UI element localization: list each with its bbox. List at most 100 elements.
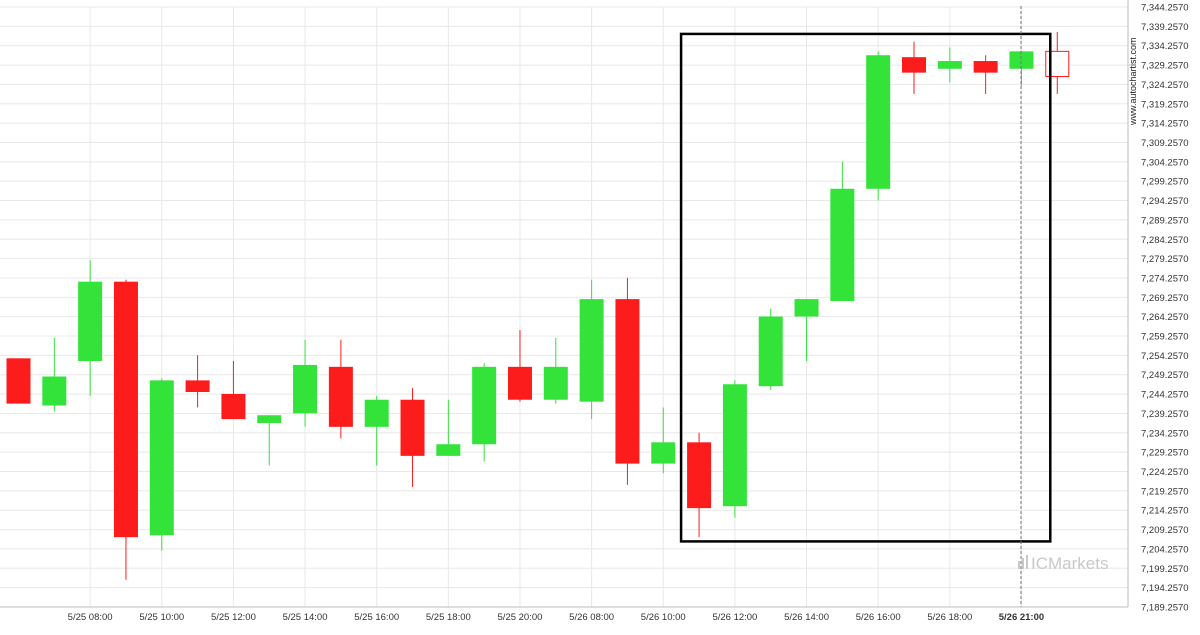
x-tick-label: 5/25 08:00 — [68, 612, 113, 623]
candle — [866, 51, 891, 201]
y-tick-label: 7,329.2570 — [1141, 61, 1189, 72]
candle-body — [149, 380, 174, 536]
y-tick-label: 7,269.2570 — [1141, 293, 1189, 304]
y-tick-label: 7,299.2570 — [1141, 177, 1189, 188]
candle — [615, 277, 640, 485]
candle — [722, 380, 747, 518]
candle-body — [328, 366, 353, 427]
y-tick-label: 7,334.2570 — [1141, 41, 1189, 52]
y-tick-label: 7,304.2570 — [1141, 157, 1189, 168]
candle-body — [185, 380, 210, 392]
overlays — [679, 6, 1052, 607]
candle-body — [902, 57, 926, 73]
candle-body — [293, 364, 318, 414]
y-tick-label: 7,204.2570 — [1141, 544, 1189, 555]
candle — [42, 337, 67, 412]
x-tick-label: 5/26 18:00 — [927, 612, 972, 623]
y-tick-label: 7,199.2570 — [1141, 564, 1189, 575]
x-tick-label: 5/25 18:00 — [426, 612, 471, 623]
candle-body — [794, 299, 819, 317]
candle-body — [42, 376, 67, 406]
candle-body — [830, 188, 855, 302]
y-tick-label: 7,344.2570 — [1141, 3, 1189, 14]
candle — [687, 432, 712, 538]
candle — [293, 339, 318, 427]
pattern-box — [679, 32, 1052, 543]
candle — [149, 378, 174, 551]
brand-text: ICMarkets — [1031, 554, 1108, 573]
candle-body — [472, 366, 497, 445]
candle — [507, 330, 532, 402]
x-tick-label: 5/26 16:00 — [856, 612, 901, 623]
candle — [973, 55, 998, 94]
candle-body — [78, 281, 103, 362]
gridlines — [0, 6, 1128, 608]
candle — [221, 361, 246, 420]
candle — [543, 337, 568, 404]
y-tick-label: 7,239.2570 — [1141, 409, 1189, 420]
candle-body — [687, 442, 712, 509]
candle — [758, 308, 783, 391]
candle — [436, 399, 461, 456]
candle-body — [579, 299, 604, 402]
y-tick-label: 7,249.2570 — [1141, 370, 1189, 381]
candle-body — [400, 399, 425, 456]
candle-body — [615, 299, 640, 464]
candle — [472, 362, 497, 462]
y-tick-label: 7,189.2570 — [1141, 603, 1189, 614]
x-tick-label: 5/25 12:00 — [211, 612, 256, 623]
candle — [364, 395, 389, 466]
candle-body — [866, 55, 891, 189]
y-tick-label: 7,324.2570 — [1141, 80, 1189, 91]
y-tick-label: 7,284.2570 — [1141, 235, 1189, 246]
x-tick-label: 5/25 20:00 — [498, 612, 543, 623]
candle-body — [507, 366, 532, 400]
y-tick-label: 7,289.2570 — [1141, 215, 1189, 226]
y-tick-label: 7,264.2570 — [1141, 312, 1189, 323]
candle-body — [221, 393, 246, 420]
brand-logo: ICMarkets — [1018, 554, 1108, 573]
candle — [902, 41, 926, 94]
candle — [830, 161, 855, 302]
y-tick-label: 7,244.2570 — [1141, 390, 1189, 401]
candle — [400, 388, 425, 487]
y-tick-label: 7,259.2570 — [1141, 332, 1189, 343]
y-tick-label: 7,314.2570 — [1141, 119, 1189, 130]
y-tick-label: 7,229.2570 — [1141, 448, 1189, 459]
candle — [185, 355, 210, 408]
candle-body — [436, 444, 461, 456]
x-tick-label: 5/25 10:00 — [139, 612, 184, 623]
candle-body — [1009, 51, 1034, 69]
y-tick-label: 7,339.2570 — [1141, 22, 1189, 33]
x-tick-label: 5/25 14:00 — [283, 612, 328, 623]
y-tick-label: 7,209.2570 — [1141, 525, 1189, 536]
x-tick-label: 5/26 08:00 — [569, 612, 614, 623]
candle — [937, 47, 962, 83]
y-tick-label: 7,279.2570 — [1141, 254, 1189, 265]
candle-body — [6, 358, 31, 404]
x-tick-label: 5/26 21:00 — [999, 612, 1044, 623]
y-tick-label: 7,194.2570 — [1141, 583, 1189, 594]
candle-body — [651, 442, 676, 464]
y-tick-label: 7,214.2570 — [1141, 506, 1189, 517]
y-tick-label: 7,254.2570 — [1141, 351, 1189, 362]
x-tick-label: 5/25 16:00 — [354, 612, 399, 623]
y-tick-label: 7,309.2570 — [1141, 138, 1189, 149]
y-tick-label: 7,219.2570 — [1141, 486, 1189, 497]
candle-body — [758, 316, 783, 387]
candle — [6, 358, 31, 404]
candle — [579, 279, 604, 420]
candle-body — [722, 384, 747, 507]
x-tick-label: 5/26 14:00 — [784, 612, 829, 623]
y-tick-label: 7,294.2570 — [1141, 196, 1189, 207]
x-tick-label: 5/26 10:00 — [641, 612, 686, 623]
y-tick-label: 7,319.2570 — [1141, 99, 1189, 110]
candle — [328, 339, 353, 439]
axes: 7,344.2570 7,339.2570 7,334.2570 7,329.2570… — [0, 0, 1189, 623]
y-tick-label: 7,234.2570 — [1141, 428, 1189, 439]
candle-body — [543, 366, 568, 400]
candle-body — [113, 281, 138, 538]
candle-body — [937, 61, 962, 69]
